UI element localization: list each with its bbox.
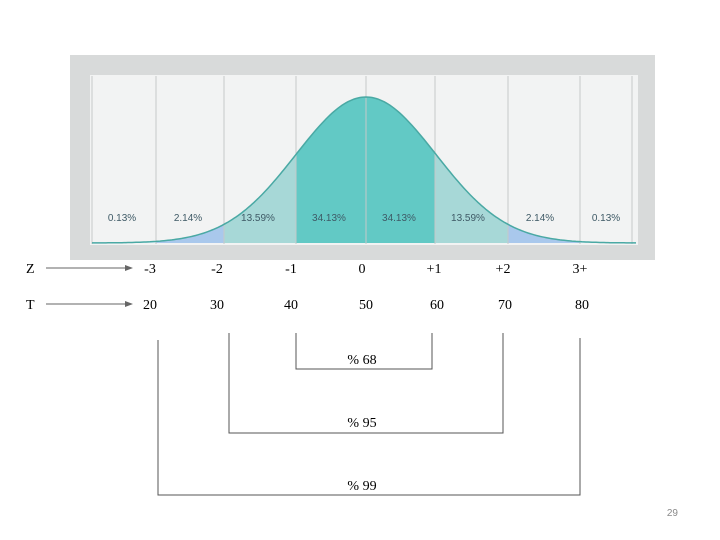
z-score-row: Z -3 -2 -1 0 +1 +2 3+ <box>26 262 588 277</box>
curve-region <box>435 153 508 243</box>
t-value: 80 <box>575 298 589 313</box>
z-arrow-head <box>125 265 133 271</box>
bracket-95: % 95 <box>228 333 504 434</box>
t-value: 70 <box>498 298 512 313</box>
bracket-line <box>295 333 433 370</box>
percentage-label: 0.13% <box>592 213 620 224</box>
t-arrow-head <box>125 301 133 307</box>
z-value: -1 <box>285 262 297 277</box>
bracket-label: % 68 <box>347 353 376 368</box>
bracket-label: % 95 <box>347 416 376 431</box>
row-label-z: Z <box>26 262 35 277</box>
row-label-t: T <box>26 298 35 313</box>
bracket-99: % 99 <box>157 338 581 496</box>
curve-region <box>224 154 296 243</box>
bracket-label: % 99 <box>347 479 376 494</box>
bracket-68: % 68 <box>295 333 433 370</box>
t-value: 40 <box>284 298 298 313</box>
t-value: 30 <box>210 298 224 313</box>
percentage-label: 0.13% <box>108 213 136 224</box>
t-score-row: T 20 30 40 50 60 70 80 <box>26 298 589 313</box>
curve-region <box>366 97 435 243</box>
percentage-label: 13.59% <box>451 213 485 224</box>
page-number: 29 <box>666 508 678 519</box>
bell-curve <box>92 96 636 244</box>
curve-region <box>508 224 580 243</box>
z-value: 0 <box>359 262 366 277</box>
z-value: +1 <box>427 262 442 277</box>
percentage-labels: 0.13% 2.14% 13.59% 34.13% 34.13% 13.59% … <box>108 213 620 224</box>
t-value: 50 <box>359 298 373 313</box>
t-value: 60 <box>430 298 444 313</box>
z-value: 3+ <box>573 262 588 277</box>
z-value: +2 <box>496 262 511 277</box>
curve-region <box>156 224 224 243</box>
percentage-label: 2.14% <box>174 213 202 224</box>
bracket-line <box>228 333 504 434</box>
z-value: -2 <box>211 262 223 277</box>
z-value: -3 <box>144 262 156 277</box>
percentage-label: 2.14% <box>526 213 554 224</box>
t-value: 20 <box>143 298 157 313</box>
bracket-line <box>157 338 581 496</box>
percentage-label: 34.13% <box>312 213 346 224</box>
percentage-label: 13.59% <box>241 213 275 224</box>
percentage-label: 34.13% <box>382 213 416 224</box>
vertical-grid-lines <box>91 76 633 244</box>
